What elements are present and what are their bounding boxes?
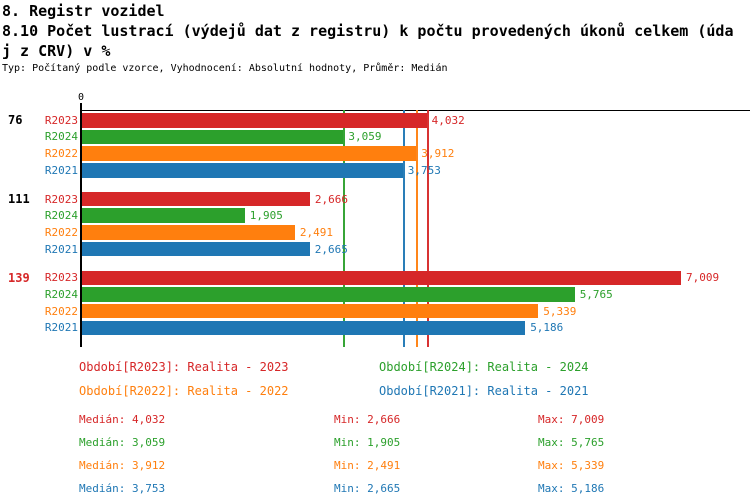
stat-median-row2: Medián: 3,059 — [79, 436, 166, 449]
bar-76-r2021 — [82, 163, 403, 178]
report-section-title: 8. Registr vozidel — [2, 2, 165, 20]
bar-value-111-r2023: 2,666 — [314, 192, 349, 206]
bar-139-r2023 — [82, 270, 681, 285]
bar-value-111-r2024: 1,905 — [249, 209, 283, 223]
bar-76-r2022 — [82, 146, 417, 161]
bar-value-76-r2022: 3,912 — [421, 147, 455, 161]
bar-139-r2022 — [82, 303, 539, 319]
stat-min-row3: Min: 2,491 — [334, 459, 401, 472]
bar-label-r2022: R2022 — [44, 225, 78, 239]
stat-median-row4: Medián: 3,753 — [79, 482, 166, 495]
bar-76-r2024 — [82, 129, 344, 145]
bar-label-r2022: R2022 — [44, 147, 78, 161]
legend-item-4: Období[R2021]: Realita - 2021 — [379, 384, 589, 398]
median-line-r2024 — [343, 110, 346, 347]
bar-139-r2021 — [82, 320, 526, 336]
stat-min-row1: Min: 2,666 — [334, 413, 401, 426]
bar-76-r2023 — [82, 113, 427, 128]
median-line-r2022 — [416, 110, 419, 347]
bar-value-76-r2021: 3,753 — [407, 163, 441, 177]
legend-item-2: Období[R2024]: Realita - 2024 — [379, 360, 589, 374]
bar-139-r2024 — [82, 287, 575, 302]
stat-min-row2: Min: 1,905 — [334, 436, 401, 449]
report-subtitle-line1: 8.10 Počet lustrací (výdejů dat z regist… — [2, 22, 734, 40]
report-meta: Typ: Počítaný podle vzorce, Vyhodnocení:… — [2, 63, 448, 74]
bar-value-139-r2021: 5,186 — [530, 321, 564, 335]
bar-111-r2023 — [82, 191, 310, 207]
bar-label-r2023: R2023 — [44, 271, 78, 285]
legend-item-1: Období[R2023]: Realita - 2023 — [79, 360, 289, 374]
bar-value-139-r2022: 5,339 — [543, 304, 577, 318]
x-axis-origin-label: 0 — [77, 92, 85, 103]
category-label-139: 139 — [8, 270, 30, 285]
bar-111-r2024 — [82, 208, 245, 223]
median-line-r2021 — [402, 110, 405, 347]
stat-min-row4: Min: 2,665 — [334, 482, 401, 495]
median-line-r2023 — [426, 110, 429, 347]
bar-label-r2021: R2021 — [44, 242, 78, 256]
category-label-76: 76 — [8, 113, 23, 128]
bar-value-111-r2022: 2,491 — [299, 225, 334, 239]
bar-label-r2021: R2021 — [44, 163, 78, 177]
bar-value-139-r2024: 5,765 — [579, 287, 613, 301]
bar-label-r2021: R2021 — [44, 321, 78, 335]
stat-max-row3: Max: 5,339 — [538, 459, 605, 472]
bar-111-r2021 — [82, 241, 310, 257]
bar-label-r2022: R2022 — [44, 304, 78, 318]
stat-median-row1: Medián: 4,032 — [79, 413, 166, 426]
bar-value-111-r2021: 2,665 — [314, 242, 348, 256]
y-axis-line — [80, 103, 82, 347]
stat-median-row3: Medián: 3,912 — [79, 459, 166, 472]
legend-item-3: Období[R2022]: Realita - 2022 — [79, 384, 289, 398]
bar-111-r2022 — [82, 225, 295, 240]
bar-label-r2024: R2024 — [44, 130, 78, 144]
stat-max-row2: Max: 5,765 — [538, 436, 605, 449]
category-label-111: 111 — [8, 192, 30, 207]
stat-max-row1: Max: 7,009 — [538, 413, 605, 426]
x-axis-line — [81, 110, 750, 111]
bar-value-76-r2023: 4,032 — [431, 113, 465, 127]
report-subtitle-line2: j z CRV) v % — [2, 42, 111, 60]
bar-label-r2024: R2024 — [44, 287, 78, 301]
stat-max-row4: Max: 5,186 — [538, 482, 605, 495]
bar-value-76-r2024: 3,059 — [348, 130, 382, 144]
bar-label-r2023: R2023 — [44, 113, 78, 127]
bar-label-r2024: R2024 — [44, 209, 78, 223]
bar-value-139-r2023: 7,009 — [686, 271, 720, 285]
bar-label-r2023: R2023 — [44, 192, 78, 206]
